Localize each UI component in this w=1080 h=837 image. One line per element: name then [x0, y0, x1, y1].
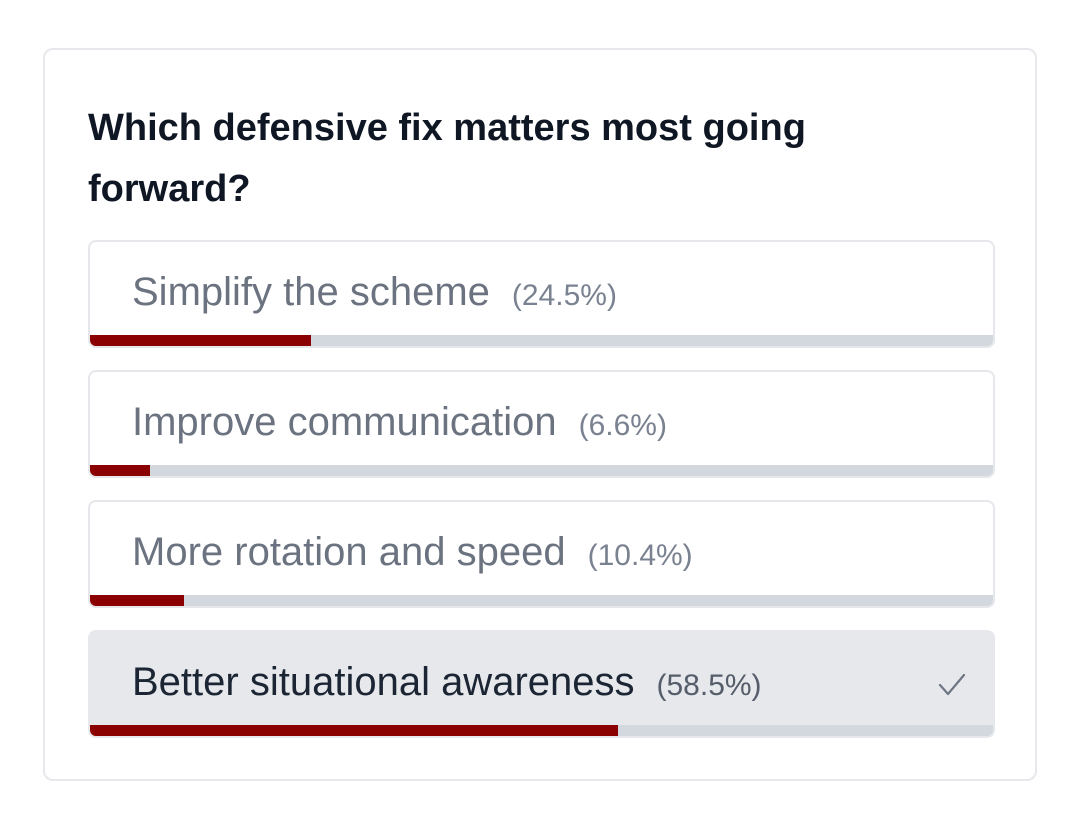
poll-option-percent: (24.5%) [511, 279, 617, 312]
poll-result-bar-fill [90, 335, 312, 346]
poll-option-improve-communication[interactable]: Improve communication (6.6%) [88, 370, 995, 478]
poll-card: Which defensive fix matters most going f… [43, 48, 1037, 781]
poll-option-rotation-speed[interactable]: More rotation and speed (10.4%) [88, 500, 995, 608]
poll-option-label: Simplify the scheme [132, 270, 490, 314]
poll-result-bar-fill [90, 725, 619, 736]
poll-question: Which defensive fix matters most going f… [88, 107, 806, 210]
checkmark-icon [938, 673, 966, 696]
poll-result-bar-fill [90, 465, 150, 476]
poll-option-simplify-scheme[interactable]: Simplify the scheme (24.5%) [88, 240, 995, 348]
poll-result-bar-track [90, 725, 993, 736]
poll-result-bar-track [90, 335, 993, 346]
poll-result-bar-track [90, 595, 993, 606]
poll-option-percent: (58.5%) [656, 669, 762, 702]
poll-option-label: Better situational awareness [132, 660, 635, 704]
poll-option-label: Improve communication [132, 400, 557, 444]
poll-option-situational-awareness[interactable]: Better situational awareness (58.5%) [88, 630, 995, 738]
poll-option-percent: (6.6%) [578, 409, 667, 442]
poll-option-label: More rotation and speed [132, 530, 566, 574]
poll-result-bar-fill [90, 595, 184, 606]
poll-result-bar-track [90, 465, 993, 476]
poll-option-percent: (10.4%) [587, 539, 693, 572]
